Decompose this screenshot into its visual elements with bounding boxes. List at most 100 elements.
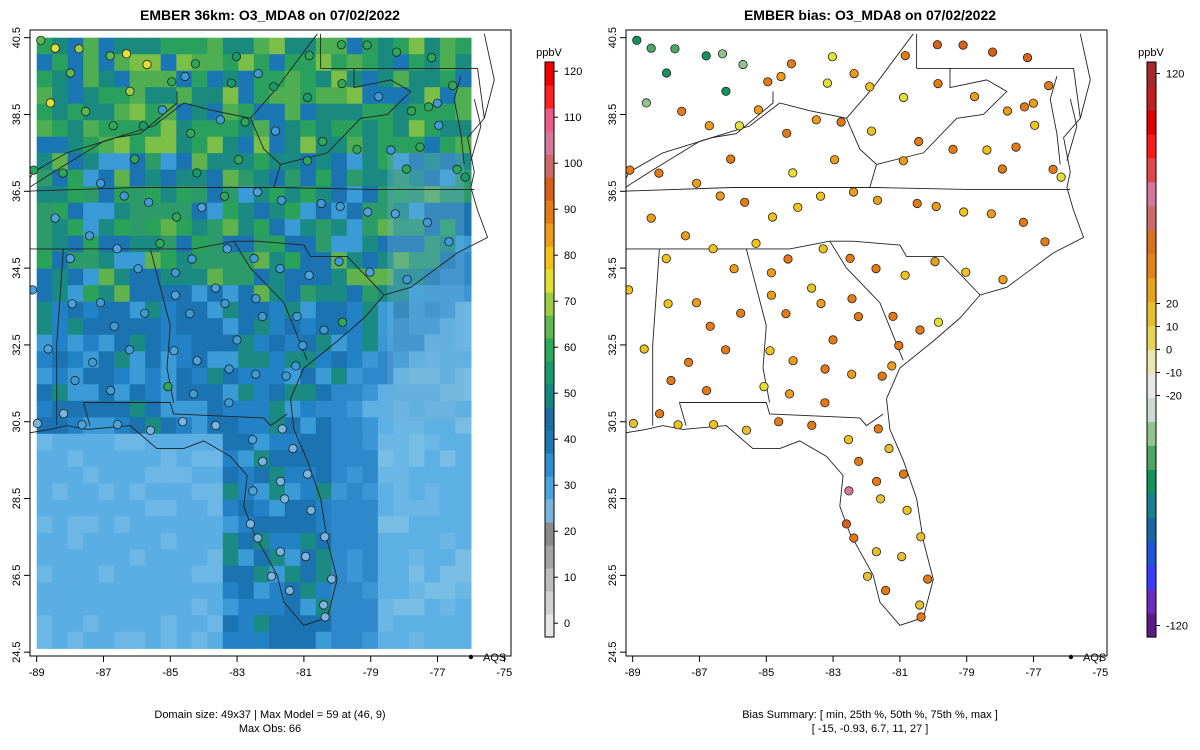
model-grid-cell — [455, 285, 472, 303]
model-grid-cell — [176, 235, 193, 253]
model-grid-cell — [455, 565, 472, 583]
model-grid-cell — [377, 499, 394, 517]
model-grid-cell — [36, 400, 53, 418]
model-grid-cell — [207, 252, 224, 270]
state-border — [745, 248, 771, 403]
model-grid-cell — [300, 252, 317, 270]
model-grid-cell — [269, 334, 286, 352]
model-grid-cell — [160, 499, 177, 517]
model-grid-cell — [377, 268, 394, 286]
model-grid-cell — [207, 268, 224, 286]
model-grid-cell — [176, 631, 193, 649]
model-grid-cell — [284, 202, 301, 220]
model-grid-cell — [377, 631, 394, 649]
model-grid-cell — [36, 268, 53, 286]
model-grid-cell — [160, 631, 177, 649]
model-grid-cell — [129, 598, 146, 616]
monitor-point — [793, 202, 803, 212]
monitor-point — [897, 551, 907, 562]
model-grid-cell — [284, 54, 301, 72]
model-grid-cell — [393, 136, 410, 154]
colorbar-tick-label: -20 — [1166, 391, 1182, 403]
model-grid-cell — [114, 219, 131, 237]
model-grid-cell — [207, 70, 224, 88]
model-grid-cell — [207, 565, 224, 583]
model-grid-cell — [160, 37, 177, 55]
model-grid-cell — [52, 87, 69, 105]
model-grid-cell — [253, 499, 270, 517]
colorbar-segment — [545, 338, 554, 362]
model-grid-cell — [439, 285, 456, 303]
model-grid-cell — [269, 169, 286, 187]
model-grid-cell — [114, 582, 131, 600]
model-grid-cell — [331, 235, 348, 253]
model-grid-cell — [114, 153, 131, 171]
model-grid-cell — [114, 384, 131, 402]
model-grid-cell — [362, 499, 379, 517]
model-grid-cell — [315, 400, 332, 418]
model-grid-cell — [238, 235, 255, 253]
model-grid-cell — [222, 499, 239, 517]
monitor-point — [423, 102, 434, 112]
right-panel: EMBER bias: O3_MDA8 on 07/02/2022 -89 -87… — [607, 7, 1108, 735]
model-grid-cell — [145, 268, 162, 286]
monitor-point — [729, 264, 739, 274]
right-colorbar-ramp — [1146, 61, 1157, 638]
model-grid-cell — [207, 631, 224, 649]
monitor-point — [401, 164, 411, 174]
state-border — [626, 102, 878, 188]
model-grid-cell — [393, 565, 410, 583]
model-grid-cell — [207, 400, 224, 418]
model-grid-cell — [408, 450, 425, 468]
model-grid-cell — [52, 268, 69, 286]
colorbar-segment — [1147, 181, 1156, 207]
model-grid-cell — [393, 400, 410, 418]
monitor-point — [701, 51, 711, 61]
monitor-point — [847, 294, 857, 304]
model-grid-cell — [160, 136, 177, 154]
model-grid-cell — [269, 532, 286, 550]
model-grid-cell — [269, 235, 286, 253]
model-grid-cell — [253, 516, 270, 534]
model-grid-cell — [160, 582, 177, 600]
model-grid-cell — [191, 516, 208, 534]
x-tick-label: -81 — [296, 667, 312, 679]
model-grid-cell — [253, 351, 270, 369]
colorbar-segment — [1147, 445, 1156, 470]
model-grid-cell — [424, 516, 441, 534]
monitor-point — [253, 533, 263, 543]
model-grid-cell — [362, 367, 379, 385]
bias-summary-line-2: [ -15, -0.93, 6.7, 11, 27 ] — [812, 723, 929, 735]
monitor-point — [898, 469, 909, 479]
model-grid-cell — [377, 565, 394, 583]
model-grid-cell — [284, 565, 301, 583]
monitor-point — [138, 121, 148, 131]
model-grid-cell — [377, 549, 394, 567]
monitor-point — [248, 486, 258, 496]
model-grid-cell — [408, 351, 425, 369]
right-legend-dot — [1068, 654, 1074, 660]
model-grid-cell — [300, 417, 317, 435]
monitor-point — [266, 571, 277, 581]
model-grid-cell — [176, 219, 193, 237]
model-grid-cell — [98, 235, 115, 253]
model-grid-cell — [331, 384, 348, 402]
monitor-point — [628, 418, 639, 428]
model-grid-cell — [52, 598, 69, 616]
model-grid-cell — [238, 631, 255, 649]
monitor-point — [276, 195, 287, 205]
model-grid-cell — [362, 598, 379, 616]
model-grid-cell — [98, 334, 115, 352]
model-grid-cell — [393, 235, 410, 253]
model-grid-cell — [346, 70, 363, 88]
state-border — [280, 187, 475, 190]
model-grid-cell — [67, 400, 84, 418]
model-grid-cell — [145, 516, 162, 534]
model-grid-cell — [455, 598, 472, 616]
model-grid-cell — [362, 285, 379, 303]
monitor-point — [849, 69, 859, 79]
model-grid-cell — [222, 631, 239, 649]
model-grid-cell — [114, 549, 131, 567]
model-grid-cell — [331, 499, 348, 517]
model-grid-cell — [129, 103, 146, 121]
